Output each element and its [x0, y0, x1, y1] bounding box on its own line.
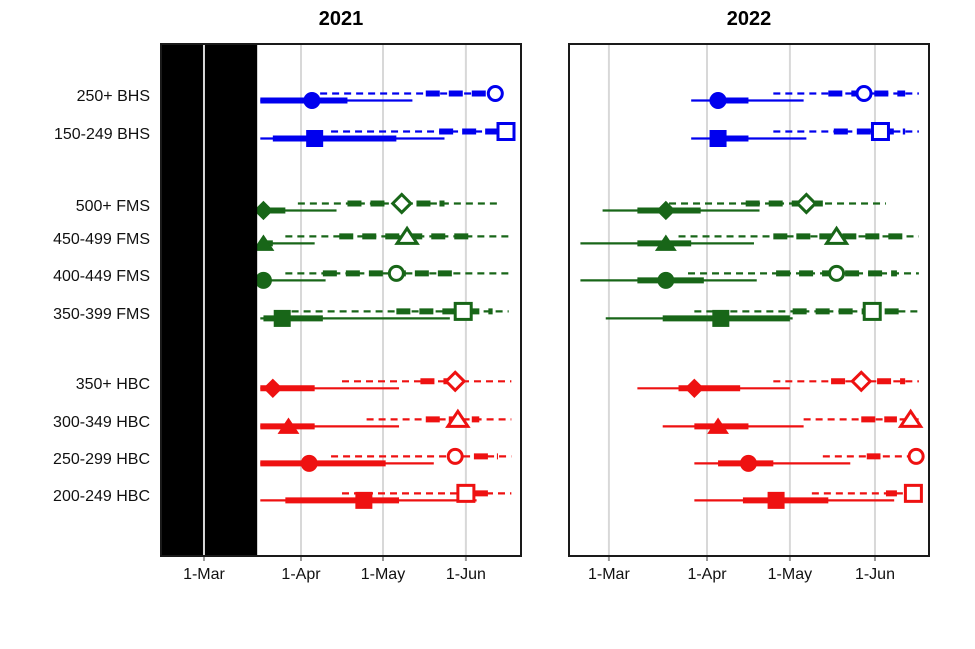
open-diamond-marker	[444, 370, 467, 393]
row-label: 350+ HBC	[75, 375, 150, 393]
open-triangle-marker	[823, 225, 850, 245]
filled-square-marker	[767, 491, 785, 509]
open-square-marker	[453, 301, 473, 321]
row-label: 350-399 FMS	[53, 305, 150, 323]
open-diamond-marker	[795, 192, 818, 215]
open-triangle-marker	[897, 408, 924, 428]
open-circle-marker	[907, 447, 925, 465]
panel-plot-2021	[160, 43, 522, 561]
x-tick-label: 1-Jun	[854, 566, 895, 583]
filled-circle-marker	[303, 91, 321, 109]
panel-border	[568, 43, 930, 557]
x-tick-label: 1-Jun	[445, 566, 486, 583]
filled-diamond-marker	[656, 200, 676, 221]
open-square-marker	[870, 122, 890, 142]
panel-border	[160, 43, 522, 557]
open-diamond-marker	[850, 370, 873, 393]
filled-diamond-marker	[684, 378, 705, 399]
row-label: 450-499 FMS	[53, 230, 150, 248]
plot-panel-left	[160, 43, 522, 568]
filled-square-marker	[709, 130, 727, 148]
open-circle-marker	[828, 264, 846, 282]
open-diamond-marker	[390, 192, 413, 215]
filled-circle-marker	[709, 91, 727, 109]
plot-panel-right	[568, 43, 930, 568]
filled-circle-marker	[739, 454, 757, 472]
row-label: 300-349 HBC	[53, 413, 150, 431]
filled-circle-marker	[657, 271, 675, 289]
open-square-marker	[456, 483, 476, 503]
mask-rect	[161, 44, 258, 556]
open-square-marker	[862, 301, 882, 321]
open-circle-marker	[855, 84, 873, 102]
x-tick-label: 1-Mar	[183, 566, 225, 583]
filled-circle-marker	[300, 454, 318, 472]
open-triangle-marker	[445, 408, 471, 428]
filled-triangle-marker	[707, 417, 729, 434]
x-tick-label: 1-May	[767, 566, 813, 583]
filled-triangle-marker	[277, 417, 300, 434]
panel-title-left: 2021	[318, 8, 364, 30]
open-square-marker	[496, 122, 516, 142]
x-tick-label: 1-Mar	[588, 566, 630, 583]
filled-square-marker	[306, 130, 324, 148]
x-tick-label: 1-Apr	[281, 566, 321, 583]
filled-square-marker	[355, 491, 373, 509]
row-label: 500+ FMS	[75, 197, 150, 215]
panel-title-right: 2022	[726, 8, 772, 30]
row-label: 150-249 BHS	[53, 126, 150, 143]
open-circle-marker	[486, 84, 504, 102]
open-circle-marker	[446, 447, 464, 465]
row-label: 200-249 HBC	[53, 487, 150, 505]
panel-plot-2022	[568, 43, 930, 561]
row-label: 250-299 HBC	[53, 450, 150, 468]
filled-triangle-marker	[654, 234, 677, 251]
row-label: 400-449 FMS	[53, 267, 150, 285]
open-triangle-marker	[394, 225, 420, 245]
open-circle-marker	[387, 264, 405, 282]
row-label: 250+ BHS	[76, 87, 150, 105]
filled-square-marker	[273, 309, 291, 327]
filled-circle-marker	[254, 271, 272, 289]
filled-triangle-marker	[252, 234, 275, 251]
open-square-marker	[903, 483, 923, 503]
filled-diamond-marker	[253, 200, 274, 221]
filled-square-marker	[712, 309, 730, 327]
x-tick-label: 1-May	[360, 566, 406, 583]
x-tick-label: 1-Apr	[687, 566, 727, 583]
filled-diamond-marker	[263, 378, 283, 399]
